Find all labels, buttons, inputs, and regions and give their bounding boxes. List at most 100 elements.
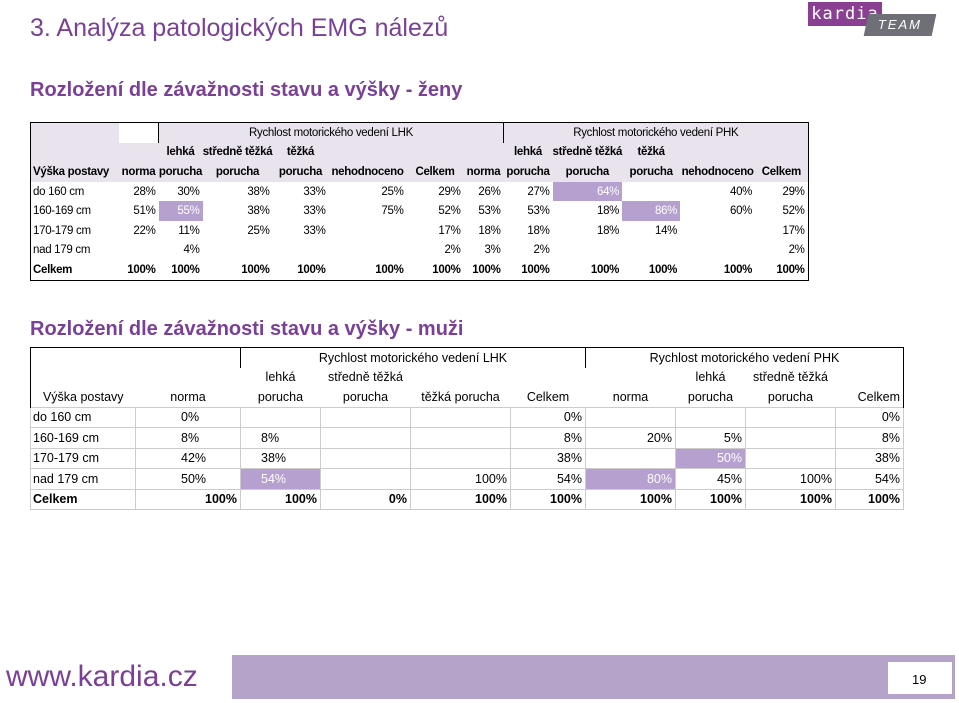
- table-cell: 4%: [183, 244, 200, 257]
- table-row: nad 179 cm 50% 54% 100% 54% 80% 45% 100%…: [30, 468, 904, 490]
- table-row: 160-169 cm 8% 8% 8% 20% 5% 8%: [30, 427, 904, 449]
- table-cell: 100%: [272, 260, 329, 281]
- col-tezka: těžká porucha: [421, 389, 500, 404]
- col-norma: norma: [170, 389, 206, 404]
- website-link[interactable]: www.kardia.cz: [6, 660, 198, 693]
- row-label: do 160 cm: [30, 406, 136, 428]
- highlighted-cell: 86%: [622, 201, 681, 221]
- table-cell: 33%: [303, 205, 326, 218]
- table-cell: 100%: [510, 488, 586, 510]
- col-lehka: lehká: [265, 370, 296, 385]
- table-row: nad 179 cm 4% 2% 3% 2% 2%: [30, 240, 809, 261]
- table-cell: [745, 447, 836, 469]
- table-row-total: Celkem 100% 100% 100% 100% 100% 100% 100…: [30, 260, 809, 281]
- table-cell: [410, 447, 511, 469]
- table-row: 170-179 cm 42% 38% 38% 50% 38%: [30, 447, 904, 469]
- table-cell: [745, 427, 836, 449]
- table-cell: [410, 427, 511, 449]
- col-celkem: Celkem: [526, 389, 570, 404]
- highlighted-cell: 54%: [240, 468, 321, 490]
- table-cell: 8%: [135, 427, 241, 449]
- table-cell: 20%: [585, 427, 676, 449]
- table-cell: 100%: [835, 488, 904, 510]
- table-cell: [675, 406, 746, 428]
- slide-title: 3. Analýza patologických EMG nálezů: [30, 14, 449, 42]
- table-cell: 100%: [410, 468, 511, 490]
- table-cell: 40%: [729, 185, 753, 198]
- table-cell: 18%: [596, 224, 620, 237]
- table-cell: 28%: [133, 185, 156, 198]
- table-cell: 100%: [755, 260, 809, 281]
- table-cell: 50%: [135, 468, 241, 490]
- table-cell: [329, 241, 407, 261]
- table-cell: 8%: [835, 427, 904, 449]
- table-cell: 38%: [510, 447, 586, 469]
- women-group-lhk: Rychlost motorického vedení LHK: [158, 121, 504, 143]
- table-cell: [320, 406, 411, 428]
- table-cell: [203, 241, 273, 261]
- table-cell: 5%: [675, 427, 746, 449]
- table-row-total: Celkem 100% 100% 0% 100% 100% 100% 100% …: [30, 488, 904, 510]
- col-stredne-sub: porucha: [342, 389, 389, 404]
- row-label: nad 179 cm: [30, 240, 119, 261]
- table-cell: [585, 406, 676, 428]
- table-cell: 60%: [729, 205, 753, 218]
- women-group-phk: Rychlost motorického vedení PHK: [503, 121, 809, 143]
- table-cell: [320, 468, 411, 490]
- table-cell: 100%: [406, 260, 464, 281]
- table-cell: 29%: [438, 185, 461, 198]
- men-group-phk: Rychlost motorického vedení PHK: [585, 347, 904, 368]
- table-cell: [622, 241, 680, 261]
- col-stredne: středně těžká: [327, 370, 404, 385]
- col-norma: norma: [612, 389, 649, 404]
- table-cell: 53%: [527, 205, 550, 218]
- table-cell: 22%: [133, 224, 156, 237]
- table-cell: 100%: [328, 260, 407, 281]
- table-cell: 2%: [444, 244, 461, 257]
- col-lehka: lehká: [166, 146, 195, 159]
- highlighted-cell: 80%: [585, 468, 676, 490]
- table-cell: 100%: [410, 488, 511, 510]
- row-label: Celkem: [30, 488, 136, 510]
- col-celkem: Celkem: [835, 387, 904, 407]
- col-tezka-sub: porucha: [278, 165, 323, 178]
- table-cell: 27%: [527, 185, 550, 198]
- table-cell: [553, 241, 623, 261]
- table-cell: 18%: [478, 224, 501, 237]
- men-group-lhk: Rychlost motorického vedení LHK: [240, 347, 586, 368]
- table-cell: 42%: [135, 447, 241, 469]
- page-number: 19: [912, 672, 927, 687]
- table-cell: [119, 241, 159, 261]
- table-cell: 100%: [202, 260, 273, 281]
- table-cell: [680, 241, 755, 261]
- row-label: 160-169 cm: [30, 427, 136, 449]
- table-cell: 100%: [622, 260, 681, 281]
- row-label: 170-179 cm: [30, 220, 119, 241]
- table-cell: [240, 406, 321, 428]
- col-nehodnoceno: nehodnoceno: [331, 165, 404, 178]
- table-cell: 53%: [478, 205, 501, 218]
- table-row: do 160 cm 28% 30% 38% 33% 25% 29% 26% 27…: [30, 181, 809, 202]
- row-label: 160-169 cm: [30, 201, 119, 221]
- table-cell: [622, 182, 680, 202]
- col-norma: norma: [121, 165, 156, 178]
- table-cell: 17%: [438, 224, 461, 237]
- table-cell: 2%: [533, 244, 550, 257]
- table-cell: 0%: [510, 406, 586, 428]
- col-stredne-sub: porucha: [767, 389, 814, 404]
- kardia-team-logo: kardia TEAM: [808, 2, 937, 38]
- table-cell: 54%: [835, 468, 904, 490]
- table-cell: 54%: [510, 468, 586, 490]
- col-lehka-sub: porucha: [158, 165, 203, 178]
- men-table: Rychlost motorického vedení LHK Rychlost…: [30, 347, 904, 510]
- table-cell: 0%: [135, 406, 241, 428]
- table-cell: 38%: [247, 205, 270, 218]
- col-celkem: Celkem: [755, 162, 809, 182]
- table-row: 170-179 cm 22% 11% 25% 33% 17% 18% 18% 1…: [30, 220, 809, 241]
- col-celkem: Celkem: [415, 165, 455, 178]
- col-lehka-sub: porucha: [257, 389, 304, 404]
- table-cell: 100%: [503, 260, 553, 281]
- table-cell: 100%: [158, 260, 203, 281]
- table-cell: 33%: [303, 185, 326, 198]
- col-lehka: lehká: [695, 370, 726, 385]
